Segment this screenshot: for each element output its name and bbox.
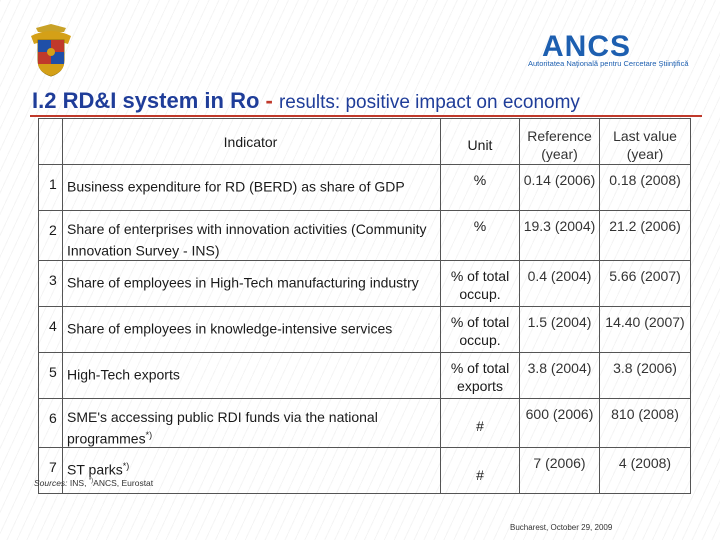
- row-unit: % of total occup.: [440, 305, 520, 353]
- row-number: 6: [38, 397, 63, 449]
- row-indicator: Business expenditure for RD (BERD) as sh…: [62, 164, 441, 211]
- row-indicator: SME's accessing public RDI funds via the…: [62, 397, 441, 449]
- row-reference: 7 (2006): [519, 447, 600, 495]
- sources-label: Sources:: [34, 478, 68, 488]
- table-row: 7 ST parks*) # 7 (2006) 4 (2008): [38, 447, 691, 495]
- row-unit: % of total occup.: [440, 259, 520, 307]
- row-reference: 0.14 (2006): [519, 164, 600, 211]
- header-reference: Reference (year): [519, 118, 600, 165]
- title-separator: -: [259, 88, 279, 113]
- row-last-value: 0.18 (2008): [599, 164, 691, 211]
- row-number: 4: [38, 305, 63, 353]
- row-unit: % of total exports: [440, 351, 520, 399]
- row-indicator: Share of employees in High-Tech manufact…: [62, 259, 441, 307]
- row-reference: 600 (2006): [519, 397, 600, 449]
- row-reference: 1.5 (2004): [519, 305, 600, 353]
- row-number: 1: [38, 164, 63, 211]
- row-indicator: Share of enterprises with innovation act…: [62, 210, 441, 261]
- table-row: 5 High-Tech exports % of total exports 3…: [38, 351, 691, 399]
- header-num: [38, 118, 63, 165]
- indicators-table: Indicator Unit Reference (year) Last val…: [38, 118, 691, 495]
- header-indicator: Indicator: [62, 118, 441, 165]
- row-unit: %: [440, 164, 520, 211]
- row-reference: 3.8 (2004): [519, 351, 600, 399]
- row-last-value: 810 (2008): [599, 397, 691, 449]
- title-underline: [30, 115, 702, 117]
- row-last-value: 4 (2008): [599, 447, 691, 495]
- table-row: 6 SME's accessing public RDI funds via t…: [38, 397, 691, 449]
- row-last-value: 21.2 (2006): [599, 210, 691, 261]
- title-subtitle: results: positive impact on economy: [278, 92, 580, 113]
- table-row: 3 Share of employees in High-Tech manufa…: [38, 259, 691, 307]
- row-reference: 0.4 (2004): [519, 259, 600, 307]
- logo-subtitle: Autoritatea Naţională pentru Cercetare Ş…: [528, 59, 689, 68]
- row-last-value: 14.40 (2007): [599, 305, 691, 353]
- table-row: 1 Business expenditure for RD (BERD) as …: [38, 164, 691, 211]
- header-unit: Unit: [440, 118, 520, 165]
- row-number: 5: [38, 351, 63, 399]
- header-last-value: Last value (year): [599, 118, 691, 165]
- table-row: 2 Share of enterprises with innovation a…: [38, 210, 691, 261]
- row-unit: #: [440, 447, 520, 495]
- row-number: 2: [38, 210, 63, 261]
- presentation-date: Bucharest, October 29, 2009: [510, 523, 613, 532]
- table-header-row: Indicator Unit Reference (year) Last val…: [38, 118, 691, 165]
- row-number: 3: [38, 259, 63, 307]
- sources-footnote: Sources: INS, *)ANCS, Eurostat: [34, 478, 154, 488]
- row-note: *): [145, 429, 153, 440]
- page-title: I.2 RD&I system in Ro - results: positiv…: [32, 88, 580, 114]
- logo-text: ANCS: [542, 30, 632, 63]
- row-unit: %: [440, 210, 520, 261]
- row-reference: 19.3 (2004): [519, 210, 600, 261]
- row-indicator: High-Tech exports: [62, 351, 441, 399]
- row-note: *): [122, 461, 130, 472]
- row-last-value: 3.8 (2006): [599, 351, 691, 399]
- row-indicator: ST parks*): [62, 447, 441, 495]
- row-indicator: Share of employees in knowledge-intensiv…: [62, 305, 441, 353]
- title-main: I.2 RD&I system in Ro: [32, 88, 260, 113]
- coat-of-arms-icon: [31, 24, 71, 77]
- row-last-value: 5.66 (2007): [599, 259, 691, 307]
- table-row: 4 Share of employees in knowledge-intens…: [38, 305, 691, 353]
- row-unit: #: [440, 397, 520, 449]
